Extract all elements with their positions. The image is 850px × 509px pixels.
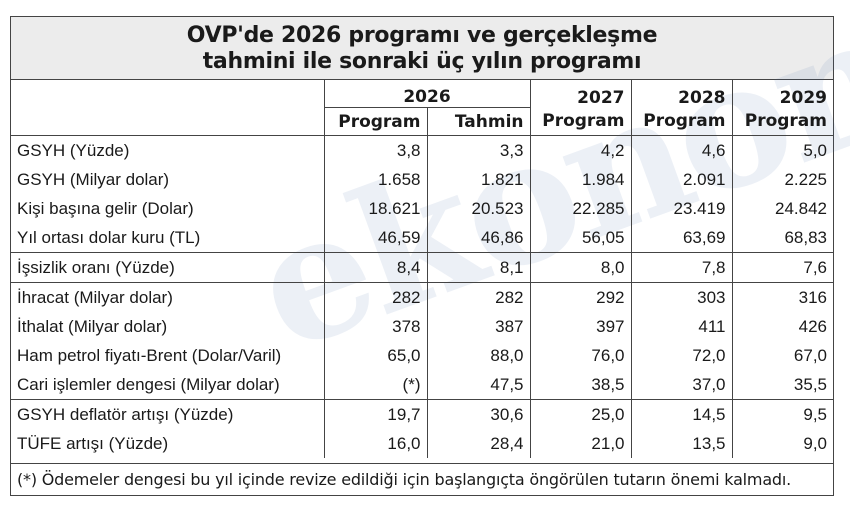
cell-value: 9,5: [731, 399, 833, 429]
table-row: GSYH (Yüzde) 3,8 3,3 4,2 4,6 5,0: [11, 135, 833, 165]
row-label: TÜFE artışı (Yüzde): [17, 433, 169, 453]
cell-value: 5,0: [731, 135, 833, 165]
cell-value: 25,0: [529, 399, 631, 429]
cell-value: 1.658: [323, 165, 427, 194]
cell-value: 282: [323, 282, 427, 312]
row-label: GSYH (Milyar dolar): [17, 169, 170, 189]
cell-value: 397: [529, 312, 631, 341]
table-row: İşsizlik oranı (Yüzde) 8,4 8,1 8,0 7,8 7…: [11, 252, 833, 283]
header-type-row: Program Tahmin Program Program Program: [11, 107, 833, 136]
cell-value: 8,4: [323, 252, 427, 283]
header-2026-program: Program: [323, 107, 427, 136]
cell-value: 4,2: [529, 135, 631, 165]
cell-value: 378: [323, 312, 427, 341]
cell-value: 411: [630, 312, 732, 341]
header-2026: 2026: [323, 80, 530, 108]
row-label: Cari işlemler dengesi (Milyar dolar): [11, 370, 324, 400]
row-label: İşsizlik oranı (Yüzde): [11, 252, 324, 283]
cell-value: 19,7: [323, 399, 427, 429]
table-row: GSYH (Milyar dolar) 1.658 1.821 1.984 2.…: [11, 165, 833, 194]
cell-value: 3,8: [323, 135, 427, 165]
cell-value: 47,5: [426, 370, 530, 400]
table-row: GSYH deflatör artışı (Yüzde) 19,7 30,6 2…: [11, 399, 833, 429]
cell-value: 72,0: [630, 341, 732, 370]
cell-value: 37,0: [630, 370, 732, 400]
cell-value: 65,0: [323, 341, 427, 370]
cell-value: 88,0: [426, 341, 530, 370]
cell-value: 67,0: [731, 341, 833, 370]
title-line-2: tahmini ile sonraki üç yılın programı: [202, 49, 642, 74]
cell-value: 1.821: [426, 165, 530, 194]
cell-value: 63,69: [630, 223, 732, 253]
title-line-1: OVP'de 2026 programı ve gerçekleşme: [186, 23, 658, 48]
cell-value: 18.621: [323, 194, 427, 223]
cell-value: 22.285: [529, 194, 631, 223]
table-footnote: (*) Ödemeler dengesi bu yıl içinde reviz…: [11, 463, 833, 495]
cell-value: 16,0: [323, 429, 427, 458]
cell-value: 28,4: [426, 429, 530, 458]
table-row: Ham petrol fiyatı-Brent (Dolar/Varil) 65…: [11, 341, 833, 370]
cell-value: 76,0: [529, 341, 631, 370]
header-2029-program: Program: [731, 107, 833, 136]
cell-value: 30,6: [426, 399, 530, 429]
cell-value: 292: [529, 282, 631, 312]
row-label: GSYH (Yüzde): [17, 140, 130, 160]
header-empty-2: [11, 107, 324, 136]
cell-value: 426: [731, 312, 833, 341]
table-row: Cari işlemler dengesi (Milyar dolar) (*)…: [11, 370, 833, 400]
cell-value: 35,5: [731, 370, 833, 400]
cell-value: 1.984: [529, 165, 631, 194]
cell-value: 2.091: [630, 165, 732, 194]
table-row: İthalat (Milyar dolar) 378 387 397 411 4…: [11, 312, 833, 341]
header-2028: 2028: [630, 80, 732, 108]
cell-value: 23.419: [630, 194, 732, 223]
table-row: Yıl ortası dolar kuru (TL) 46,59 46,86 5…: [11, 223, 833, 253]
cell-value: 387: [426, 312, 530, 341]
table-row: Kişi başına gelir (Dolar) 18.621 20.523 …: [11, 194, 833, 223]
cell-value: 3,3: [426, 135, 530, 165]
cell-value: 38,5: [529, 370, 631, 400]
cell-value: 13,5: [630, 429, 732, 458]
header-2028-program: Program: [630, 107, 732, 136]
cell-value: 14,5: [630, 399, 732, 429]
cell-value: (*): [323, 370, 427, 400]
header-years-row: 2026 2027 2028 2029: [11, 80, 833, 108]
cell-value: 7,6: [731, 252, 833, 283]
row-label: İthalat (Milyar dolar): [17, 316, 168, 336]
table-row: İhracat (Milyar dolar) 282 282 292 303 3…: [11, 282, 833, 312]
cell-value: 46,86: [426, 223, 530, 253]
cell-value: 9,0: [731, 429, 833, 458]
row-label: Kişi başına gelir (Dolar): [17, 198, 194, 218]
row-label: Yıl ortası dolar kuru (TL): [11, 223, 324, 253]
row-label: GSYH deflatör artışı (Yüzde): [17, 404, 234, 424]
cell-value: 8,0: [529, 252, 631, 283]
cell-value: 282: [426, 282, 530, 312]
cell-value: 56,05: [529, 223, 631, 253]
cell-value: 8,1: [426, 252, 530, 283]
header-empty: [11, 80, 324, 108]
header-2026-tahmin: Tahmin: [426, 107, 530, 136]
cell-value: 2.225: [731, 165, 833, 194]
table-title: OVP'de 2026 programı ve gerçekleşme tahm…: [11, 17, 833, 80]
header-2027-program: Program: [529, 107, 631, 136]
row-label: İhracat (Milyar dolar): [17, 287, 173, 307]
cell-value: 24.842: [731, 194, 833, 223]
cell-value: 46,59: [323, 223, 427, 253]
cell-value: 21,0: [529, 429, 631, 458]
cell-value: 7,8: [630, 252, 732, 283]
header-2029: 2029: [731, 80, 833, 108]
cell-value: 316: [731, 282, 833, 312]
cell-value: 4,6: [630, 135, 732, 165]
cell-value: 303: [630, 282, 732, 312]
cell-value: 20.523: [426, 194, 530, 223]
header-2027: 2027: [529, 80, 631, 108]
cell-value: 68,83: [731, 223, 833, 253]
table-row: TÜFE artışı (Yüzde) 16,0 28,4 21,0 13,5 …: [11, 429, 833, 458]
ovp-data-table: 2026 2027 2028 2029 Program Tahmin Progr…: [11, 80, 833, 458]
row-label: Ham petrol fiyatı-Brent (Dolar/Varil): [17, 345, 282, 365]
ovp-table-card: OVP'de 2026 programı ve gerçekleşme tahm…: [10, 0, 850, 496]
